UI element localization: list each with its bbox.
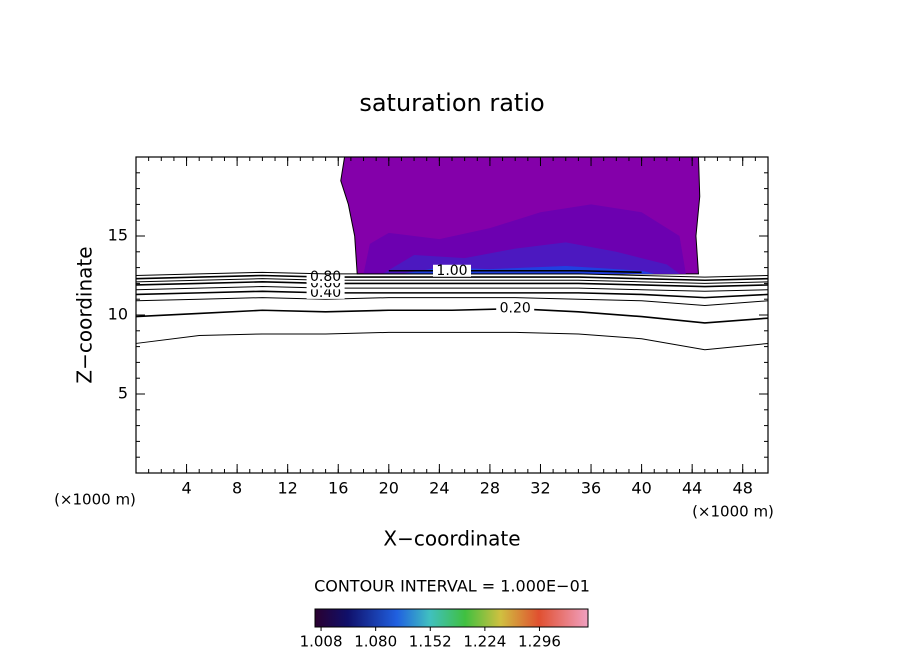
y-tick-label: 5 [118, 384, 128, 403]
x-tick-label: 32 [530, 479, 550, 498]
contour-label: 0.20 [500, 301, 531, 317]
x-tick-label: 20 [379, 479, 399, 498]
contour-line [135, 278, 769, 284]
contour-label-bg [496, 302, 535, 315]
contour-line [135, 331, 769, 351]
contour-label: 0.80 [310, 269, 341, 285]
colorbar-tick-label: 1.296 [518, 633, 561, 651]
contour-line [135, 307, 769, 324]
contour-line [135, 281, 769, 288]
contour-line [135, 286, 769, 292]
x-tick-label: 4 [181, 479, 191, 498]
y-axis-label: Z−coordinate [73, 246, 97, 383]
x-tick-label: 24 [429, 479, 449, 498]
x-tick-label: 36 [581, 479, 601, 498]
x-tick-label: 44 [682, 479, 702, 498]
colorbar-tick-label: 1.008 [300, 633, 343, 651]
contour-interval: CONTOUR INTERVAL = 1.000E−01 [314, 577, 590, 596]
contour-line [135, 297, 769, 307]
y-unit: (×1000 m) [54, 491, 136, 509]
x-tick-label: 48 [733, 479, 753, 498]
contour-line [135, 290, 769, 299]
y-tick-label: 15 [108, 226, 128, 245]
contour-label: 1.00 [436, 263, 467, 279]
contour-line [388, 269, 642, 274]
contour-label-bg [433, 264, 471, 277]
x-tick-label: 16 [328, 479, 348, 498]
colorbar-tick-label: 1.152 [409, 633, 452, 651]
x-unit: (×1000 m) [692, 503, 774, 521]
colorbar [314, 608, 589, 628]
x-tick-label: 8 [232, 479, 242, 498]
x-axis-label: X−coordinate [383, 527, 520, 551]
colorbar-tick-label: 1.224 [463, 633, 506, 651]
x-tick-label: 12 [278, 479, 298, 498]
contour-line [135, 274, 769, 282]
chart-title: saturation ratio [359, 89, 544, 117]
x-tick-label: 40 [631, 479, 651, 498]
y-tick-label: 10 [108, 305, 128, 324]
x-tick-label: 28 [480, 479, 500, 498]
colorbar-tick-label: 1.080 [354, 633, 397, 651]
contour-label-bg [306, 286, 345, 299]
